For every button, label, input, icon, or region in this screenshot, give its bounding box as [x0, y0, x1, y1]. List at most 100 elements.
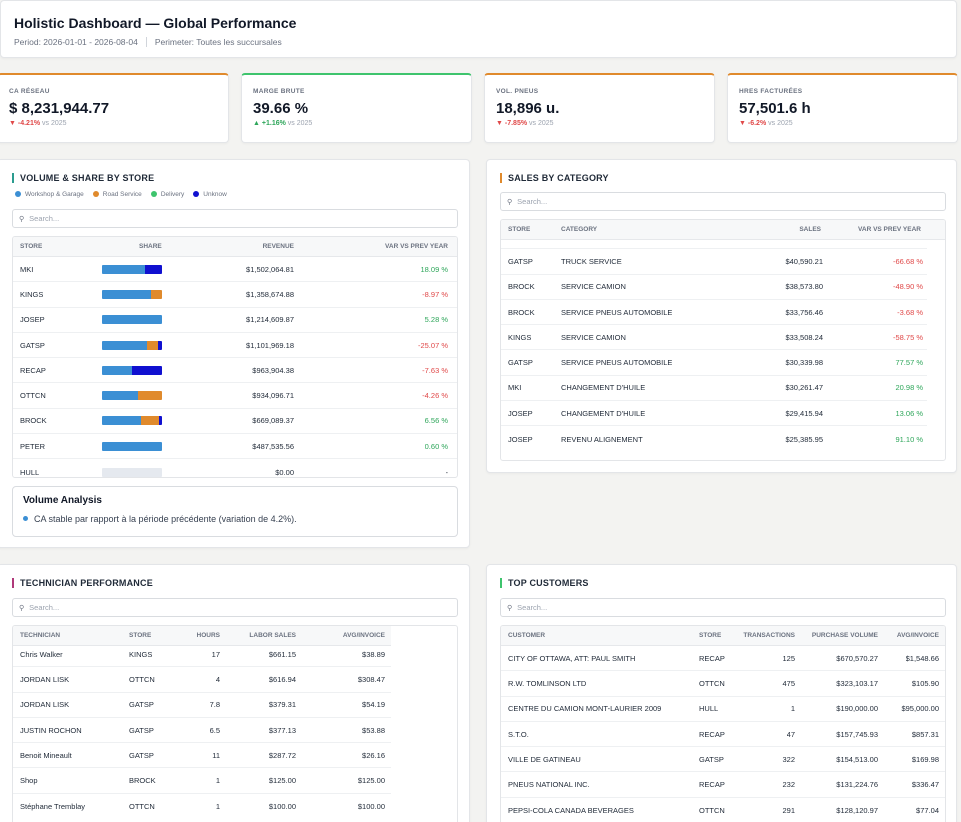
- table-row[interactable]: S.T.O. RECAP 47 $157,745.93 $857.31: [501, 722, 945, 748]
- search-icon: ⚲: [507, 604, 513, 612]
- legend-label: Workshop & Garage: [25, 191, 84, 198]
- search-placeholder: Search...: [29, 214, 60, 223]
- table-row[interactable]: PNEUS NATIONAL INC. RECAP 232 $131,224.76 $3…: [501, 772, 945, 798]
- col-store[interactable]: STORE: [508, 226, 531, 233]
- table-row[interactable]: BROCK SERVICE CAMION $38,573.80 -48.90 %: [501, 275, 927, 300]
- col-hours[interactable]: HOURS: [196, 632, 220, 639]
- table-row[interactable]: JUSTIN ROCHON GATSP 6.5 $377.13 $53.88: [13, 718, 391, 744]
- kpi-card-vol-pneus: VOL. PNEUS 18,896 u. ▼ -7.85% vs 2025: [484, 73, 715, 143]
- table-row[interactable]: MKI $1,502,064.81 18.09 %: [13, 257, 457, 283]
- table-row[interactable]: HULL $0.00 -: [13, 459, 457, 477]
- store-cell: OTTCN: [129, 674, 155, 684]
- table-row[interactable]: KINGS $1,358,674.88 -8.97 %: [13, 282, 457, 308]
- legend-dot-icon: [92, 191, 99, 197]
- share-bar: [102, 391, 162, 401]
- sales-cell: $29,415.94: [785, 408, 823, 418]
- store-cell: KINGS: [129, 649, 153, 659]
- col-store[interactable]: STORE: [129, 632, 152, 639]
- table-row[interactable]: GATSP TRUCK SERVICE $40,590.21 -66.68 %: [501, 249, 927, 275]
- store-cell: BROCK: [508, 282, 535, 292]
- sales-cell: $25,385.95: [785, 434, 823, 444]
- transactions-cell: 291: [782, 805, 795, 815]
- col-technician[interactable]: TECHNICIAN: [20, 632, 61, 639]
- col-store[interactable]: STORE: [20, 243, 43, 250]
- kpi-delta-value: +1.16%: [261, 120, 286, 127]
- tech-table[interactable]: TECHNICIAN STORE HOURS LABOR SALES AVG/I…: [12, 625, 458, 822]
- col-transactions[interactable]: TRANSACTIONS: [743, 632, 795, 639]
- tech-search-input[interactable]: ⚲ Search...: [12, 598, 458, 617]
- category-cell: SERVICE CAMION: [561, 332, 626, 342]
- sales-table[interactable]: STORE CATEGORY SALES VAR VS PREV YEAR MK…: [500, 219, 946, 461]
- kpi-delta-arrow: ▼: [496, 120, 503, 127]
- table-row[interactable]: JOSEP CHANGEMENT D'HUILE $29,415.94 13.06 %: [501, 401, 927, 427]
- table-row[interactable]: Stéphane Tremblay OTTCN 1 $100.00 $100.00: [13, 794, 391, 819]
- table-row[interactable]: PETER $487,535.56 0.60 %: [13, 434, 457, 460]
- table-row[interactable]: JOSEP REVENU ALIGNEMENT $25,385.95 91.10 %: [501, 426, 927, 451]
- avg-invoice-cell: $1,548.66: [905, 653, 939, 663]
- store-cell: PETER: [20, 441, 46, 451]
- revenue-cell: $487,535.56: [252, 441, 294, 451]
- customers-table-header: CUSTOMER STORE TRANSACTIONS PURCHASE VOL…: [501, 626, 945, 646]
- col-var[interactable]: VAR VS PREV YEAR: [858, 226, 921, 233]
- store-cell: KINGS: [508, 332, 532, 342]
- table-row[interactable]: Chris Walker KINGS 17 $661.15 $38.89: [13, 642, 391, 668]
- purchase-volume-cell: $323,103.17: [836, 678, 878, 688]
- sales-search-input[interactable]: ⚲ Search...: [500, 192, 946, 211]
- table-row[interactable]: JORDAN LISK OTTCN 4 $616.94 $308.47: [13, 667, 391, 693]
- store-cell: BROCK: [129, 776, 156, 786]
- store-cell: KINGS: [20, 289, 44, 299]
- table-row[interactable]: VILLE DE GATINEAU GATSP 322 $154,513.00 $169…: [501, 747, 945, 773]
- customers-search-input[interactable]: ⚲ Search...: [500, 598, 946, 617]
- share-segment: [102, 315, 162, 325]
- col-labor-sales[interactable]: LABOR SALES: [249, 632, 296, 639]
- store-cell: GATSP: [508, 256, 533, 266]
- kpi-value: 57,501.6 h: [739, 100, 811, 117]
- table-row[interactable]: CENTRE DU CAMION MONT-LAURIER 2009 HULL 1 $…: [501, 697, 945, 722]
- col-avg-invoice[interactable]: AVG/INVOICE: [896, 632, 939, 639]
- transactions-cell: 475: [782, 678, 795, 688]
- volume-share-panel: VOLUME & SHARE BY STORE Workshop & Garag…: [0, 159, 470, 548]
- col-revenue[interactable]: REVENUE: [262, 243, 294, 250]
- kpi-card-marge-brute: MARGE BRUTE 39.66 % ▲ +1.16% vs 2025: [241, 73, 472, 143]
- store-cell: GATSP: [129, 750, 154, 760]
- table-row[interactable]: MKI CHANGEMENT D'HUILE $30,261.47 20.98 %: [501, 376, 927, 402]
- col-avg-invoice[interactable]: AVG/INVOICE: [342, 632, 385, 639]
- table-row[interactable]: OTTCN $934,096.71 -4.26 %: [13, 383, 457, 409]
- technician-cell: Chris Walker: [20, 649, 63, 659]
- var-cell: 0.60 %: [424, 441, 448, 451]
- customers-table[interactable]: CUSTOMER STORE TRANSACTIONS PURCHASE VOL…: [500, 625, 946, 822]
- table-row[interactable]: R.W. TOMLINSON LTD OTTCN 475 $323,103.17 $10…: [501, 671, 945, 697]
- share-segment: [102, 289, 152, 299]
- var-cell: 13.06 %: [895, 408, 923, 418]
- revenue-cell: $963,904.38: [252, 365, 294, 375]
- store-cell: RECAP: [699, 780, 725, 790]
- col-store[interactable]: STORE: [699, 632, 722, 639]
- sales-table-header: STORE CATEGORY SALES VAR VS PREV YEAR: [501, 220, 945, 240]
- col-customer[interactable]: CUSTOMER: [508, 632, 546, 639]
- table-row[interactable]: CITY OF OTTAWA, ATT: PAUL SMITH RECAP 125 $…: [501, 646, 945, 672]
- table-row[interactable]: RECAP $963,904.38 -7.63 %: [13, 358, 457, 384]
- volume-analysis-box: Volume Analysis CA stable par rapport à …: [12, 486, 458, 537]
- col-purchase-volume[interactable]: PURCHASE VOLUME: [811, 632, 878, 639]
- table-row[interactable]: BROCK SERVICE PNEUS AUTOMOBILE $33,756.46 -…: [501, 300, 927, 326]
- table-row[interactable]: KINGS SERVICE CAMION $33,508.24 -58.75 %: [501, 325, 927, 351]
- purchase-volume-cell: $157,745.93: [836, 729, 878, 739]
- table-row[interactable]: PEPSI-COLA CANADA BEVERAGES OTTCN 291 $128,…: [501, 798, 945, 822]
- col-sales[interactable]: SALES: [799, 226, 821, 233]
- hours-cell: 11: [212, 750, 220, 760]
- volume-table-header: STORE SHARE REVENUE VAR VS PREV YEAR: [13, 237, 457, 257]
- table-row[interactable]: Benoit Mineault GATSP 11 $287.72 $26.16: [13, 743, 391, 769]
- volume-search-input[interactable]: ⚲ Search...: [12, 209, 458, 228]
- table-row[interactable]: Shop BROCK 1 $125.00 $125.00: [13, 768, 391, 794]
- col-share[interactable]: SHARE: [139, 243, 162, 250]
- table-row[interactable]: BROCK $669,089.37 6.56 %: [13, 409, 457, 435]
- col-var[interactable]: VAR VS PREV YEAR: [385, 243, 448, 250]
- table-row[interactable]: JOSEP $1,214,609.87 5.28 %: [13, 308, 457, 333]
- sales-cell: $40,590.21: [785, 256, 823, 266]
- table-row[interactable]: GATSP $1,101,969.18 -25.07 %: [13, 333, 457, 359]
- avg-invoice-cell: $53.88: [362, 725, 385, 735]
- table-row[interactable]: JORDAN LISK GATSP 7.8 $379.31 $54.19: [13, 693, 391, 718]
- legend-dot-icon: [150, 191, 157, 197]
- table-row[interactable]: GATSP SERVICE PNEUS AUTOMOBILE $30,339.98 7…: [501, 350, 927, 376]
- col-category[interactable]: CATEGORY: [561, 226, 598, 233]
